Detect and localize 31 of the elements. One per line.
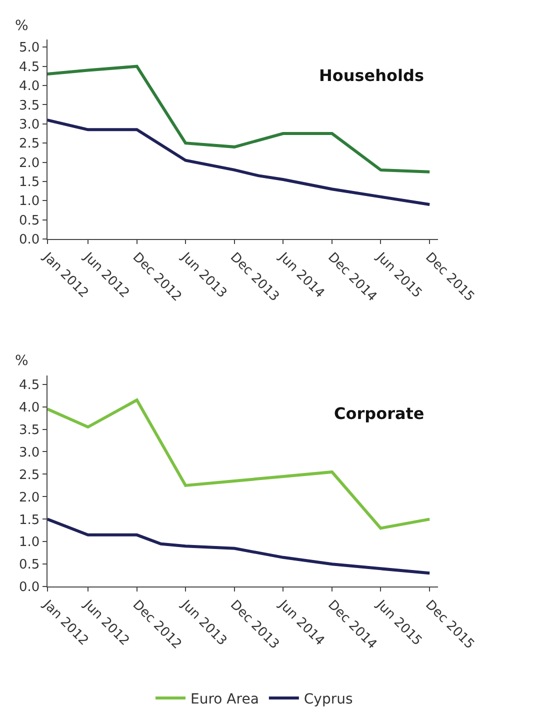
- y-axis-title: %: [15, 18, 28, 34]
- line-series: [47, 518, 432, 575]
- y-tick-label: 0.5: [19, 558, 40, 573]
- text: Households: [319, 66, 424, 85]
- y-tick-label: 4.0: [19, 400, 40, 416]
- y-tick-label: 2.5: [19, 136, 40, 152]
- y-tick-label: 4.5: [19, 60, 40, 75]
- y-tick-label: 0.0: [19, 580, 40, 596]
- y-tick-label: 1.5: [19, 175, 40, 190]
- y-tick-label: 3.0: [19, 445, 40, 460]
- y-axis-title: %: [15, 353, 28, 369]
- legend-label: Cyprus: [304, 691, 353, 708]
- text: Corporate: [334, 404, 424, 423]
- y-tick-label: 5.0: [19, 40, 40, 56]
- y-tick-label: 1.0: [19, 535, 40, 550]
- y-tick-label: 4.5: [19, 378, 40, 393]
- y-tick-label: 0.0: [19, 232, 40, 248]
- y-tick-label: 1.5: [19, 512, 40, 528]
- legend-label: Euro Area: [190, 691, 259, 708]
- y-tick-label: 2.0: [19, 156, 40, 171]
- y-tick-label: 4.0: [19, 79, 40, 94]
- y-tick-label: 3.5: [19, 422, 40, 438]
- line-series: [47, 118, 432, 206]
- y-tick-label: 1.0: [19, 194, 40, 210]
- y-tick-label: 2.5: [19, 468, 40, 483]
- y-tick-label: 2.0: [19, 490, 40, 506]
- line-series: [47, 398, 432, 530]
- line-series: [47, 64, 432, 174]
- y-tick-label: 0.5: [19, 213, 40, 228]
- y-tick-label: 3.0: [19, 117, 40, 132]
- y-tick-label: 3.5: [19, 98, 40, 114]
